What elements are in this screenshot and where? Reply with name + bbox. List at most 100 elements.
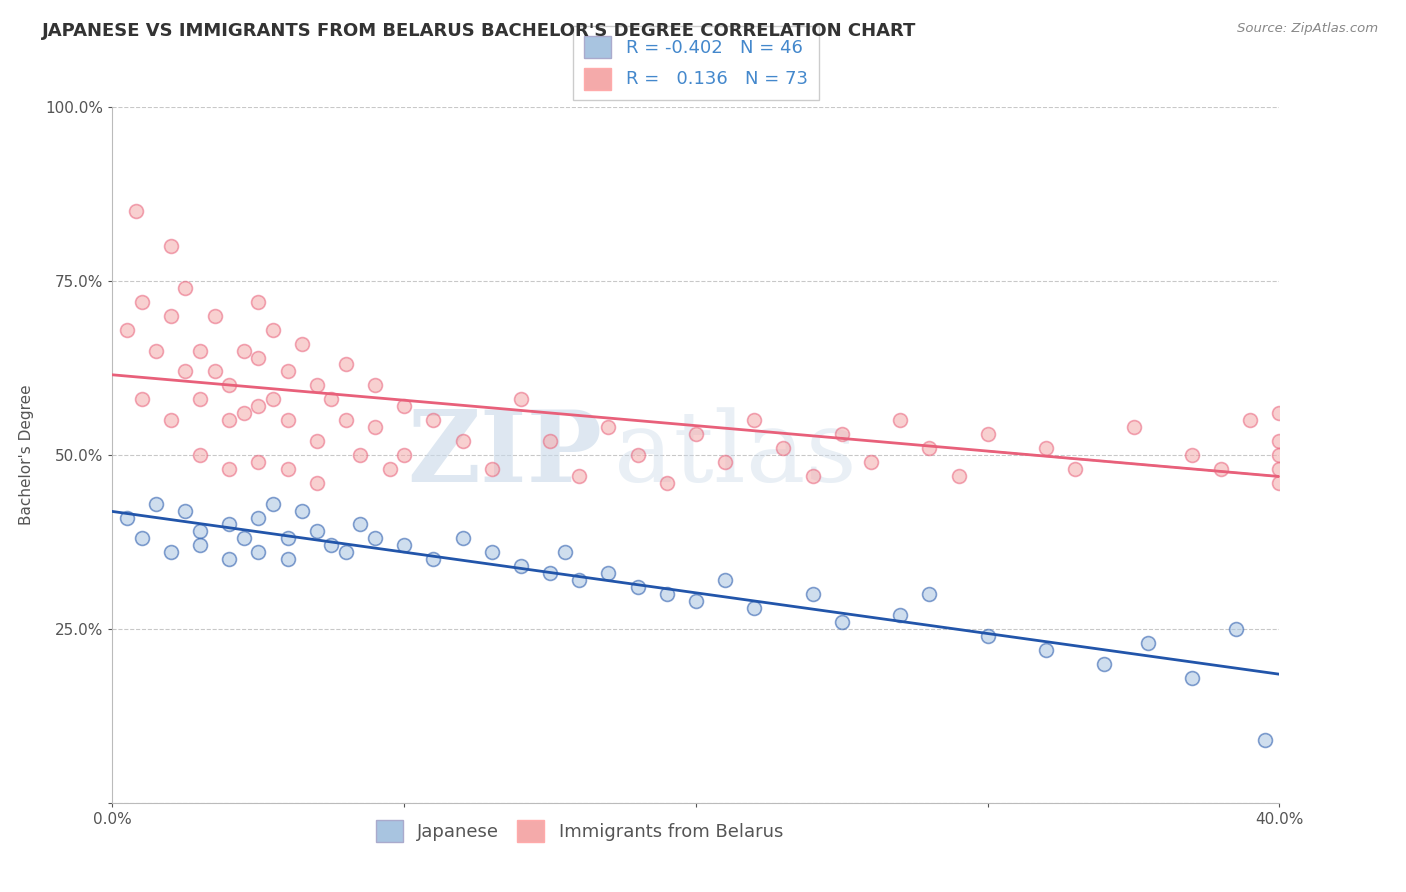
Point	[276, 532, 298, 546]
Point	[772, 441, 794, 455]
Point	[174, 503, 197, 517]
Point	[247, 455, 270, 469]
Point	[188, 524, 211, 539]
Point	[321, 392, 343, 407]
Point	[276, 552, 298, 566]
Point	[655, 475, 678, 490]
Point	[1122, 420, 1144, 434]
Point	[188, 343, 211, 358]
Point	[145, 343, 167, 358]
Point	[232, 532, 254, 546]
Point	[364, 532, 387, 546]
Point	[627, 448, 650, 462]
Point	[801, 468, 824, 483]
Point	[262, 323, 284, 337]
Point	[188, 538, 211, 552]
Point	[554, 545, 576, 559]
Point	[218, 378, 240, 392]
Point	[276, 364, 298, 378]
Point	[1209, 462, 1232, 476]
Point	[262, 392, 284, 407]
Y-axis label: Bachelor's Degree: Bachelor's Degree	[20, 384, 34, 525]
Point	[860, 455, 883, 469]
Point	[305, 434, 328, 448]
Point	[1268, 462, 1291, 476]
Point	[160, 413, 183, 427]
Point	[948, 468, 970, 483]
Point	[451, 532, 474, 546]
Point	[1035, 642, 1057, 657]
Point	[364, 378, 387, 392]
Point	[335, 545, 357, 559]
Point	[115, 510, 138, 524]
Point	[364, 420, 387, 434]
Point	[918, 587, 941, 601]
Point	[188, 392, 211, 407]
Point	[349, 448, 371, 462]
Point	[218, 413, 240, 427]
Point	[160, 309, 183, 323]
Point	[889, 413, 911, 427]
Point	[509, 392, 531, 407]
Point	[305, 475, 328, 490]
Point	[714, 573, 737, 587]
Point	[131, 294, 153, 309]
Point	[335, 413, 357, 427]
Point	[481, 462, 503, 476]
Point	[276, 413, 298, 427]
Point	[174, 364, 197, 378]
Point	[509, 559, 531, 574]
Point	[262, 497, 284, 511]
Point	[160, 545, 183, 559]
Point	[422, 552, 444, 566]
Point	[174, 281, 197, 295]
Point	[655, 587, 678, 601]
Point	[685, 594, 707, 608]
Point	[1137, 636, 1160, 650]
Legend: Japanese, Immigrants from Belarus: Japanese, Immigrants from Belarus	[368, 813, 790, 849]
Point	[394, 538, 416, 552]
Point	[394, 448, 416, 462]
Point	[218, 552, 240, 566]
Point	[831, 615, 853, 629]
Point	[247, 545, 270, 559]
Point	[598, 566, 620, 581]
Point	[1254, 733, 1277, 747]
Point	[115, 323, 138, 337]
Point	[742, 413, 765, 427]
Point	[1035, 441, 1057, 455]
Point	[714, 455, 737, 469]
Point	[538, 434, 561, 448]
Point	[1268, 406, 1291, 420]
Point	[1268, 434, 1291, 448]
Point	[831, 427, 853, 442]
Point	[291, 503, 314, 517]
Point	[218, 462, 240, 476]
Point	[1064, 462, 1087, 476]
Text: Source: ZipAtlas.com: Source: ZipAtlas.com	[1237, 22, 1378, 36]
Point	[1268, 448, 1291, 462]
Point	[276, 462, 298, 476]
Point	[538, 566, 561, 581]
Point	[742, 601, 765, 615]
Point	[204, 309, 226, 323]
Point	[131, 532, 153, 546]
Point	[422, 413, 444, 427]
Point	[378, 462, 401, 476]
Point	[394, 399, 416, 413]
Point	[1181, 671, 1204, 685]
Point	[321, 538, 343, 552]
Point	[598, 420, 620, 434]
Text: JAPANESE VS IMMIGRANTS FROM BELARUS BACHELOR'S DEGREE CORRELATION CHART: JAPANESE VS IMMIGRANTS FROM BELARUS BACH…	[42, 22, 917, 40]
Point	[247, 294, 270, 309]
Point	[125, 204, 148, 219]
Point	[305, 378, 328, 392]
Point	[685, 427, 707, 442]
Point	[976, 427, 998, 442]
Point	[1239, 413, 1261, 427]
Point	[232, 406, 254, 420]
Point	[305, 524, 328, 539]
Point	[568, 468, 591, 483]
Point	[204, 364, 226, 378]
Text: ZIP: ZIP	[408, 407, 603, 503]
